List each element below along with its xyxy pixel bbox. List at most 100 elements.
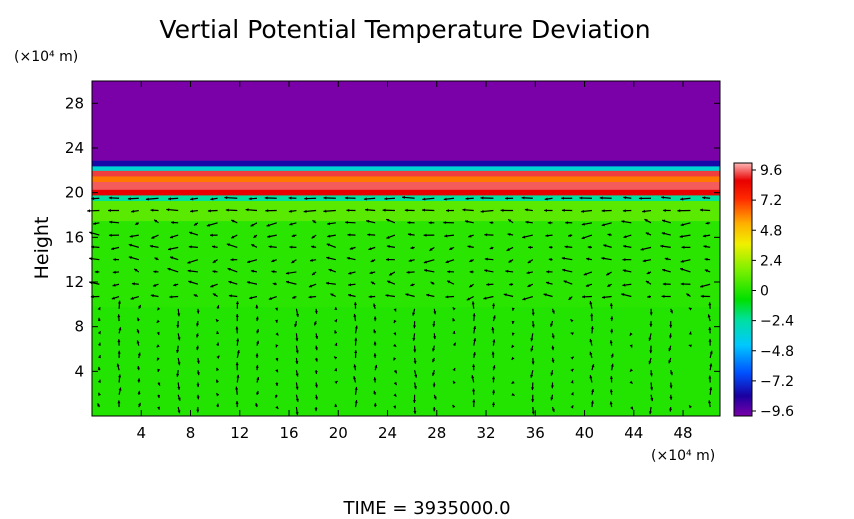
- wind-arrow-head: [531, 324, 535, 328]
- wind-arrow-head: [586, 257, 590, 261]
- wind-arrow-head: [648, 361, 652, 365]
- wind-arrow-head: [410, 283, 414, 287]
- y-unit-label: (×10⁴ m): [14, 49, 78, 65]
- wind-arrow-head: [91, 245, 95, 249]
- wind-arrow-head: [196, 372, 200, 376]
- wind-arrow-head: [430, 281, 434, 285]
- wind-arrow-head: [699, 208, 703, 212]
- wind-arrow-head: [190, 197, 194, 201]
- wind-arrow-head: [295, 398, 299, 402]
- wind-arrow-head: [216, 331, 220, 335]
- wind-arrow-head: [645, 280, 650, 284]
- wind-arrow-head: [609, 389, 613, 393]
- wind-arrow-head: [314, 396, 318, 400]
- wind-arrow-head: [504, 196, 508, 200]
- wind-arrow-head: [705, 221, 709, 225]
- wind-arrow-head: [622, 269, 626, 273]
- wind-arrow-head: [108, 196, 112, 200]
- wind-arrow-head: [548, 258, 552, 262]
- wind-arrow-head: [484, 269, 488, 273]
- wind-arrow-head: [561, 208, 565, 212]
- wind-arrow-head: [137, 317, 140, 321]
- wind-arrow-head: [433, 311, 437, 315]
- wind-arrow-head: [235, 386, 239, 390]
- wind-arrow-head: [486, 282, 490, 287]
- wind-arrow-head: [292, 295, 296, 299]
- wind-arrow-head: [117, 300, 122, 304]
- x-tick-label: 20: [329, 424, 348, 442]
- wind-arrow-head: [393, 308, 397, 312]
- wind-arrow-head: [579, 196, 583, 200]
- wind-arrow-head: [432, 348, 436, 352]
- wind-arrow-head: [236, 338, 240, 342]
- wind-arrow-head: [709, 350, 713, 354]
- wind-arrow-head: [286, 280, 290, 284]
- wind-arrow-head: [275, 405, 279, 409]
- wind-arrow-head: [507, 232, 511, 236]
- wind-arrow-head: [629, 380, 633, 384]
- wind-arrow-head: [648, 411, 652, 415]
- wind-arrow-head: [256, 340, 260, 344]
- wind-arrow-head: [177, 397, 181, 401]
- wind-arrow-head: [328, 268, 332, 272]
- wind-arrow-head: [193, 294, 197, 298]
- wind-arrow-head: [527, 284, 531, 287]
- wind-arrow-head: [649, 350, 653, 354]
- wind-arrow-head: [137, 402, 141, 407]
- wind-arrow-head: [275, 332, 279, 336]
- wind-arrow-head: [708, 375, 712, 379]
- wind-arrow-head: [323, 209, 327, 213]
- wind-arrow-head: [599, 196, 603, 200]
- wind-arrow-head: [373, 390, 377, 394]
- x-tick-label: 32: [476, 424, 495, 442]
- wind-arrow-head: [544, 197, 548, 201]
- wind-arrow-head: [550, 385, 554, 389]
- wind-arrow-head: [570, 368, 574, 373]
- wind-arrow-head: [314, 384, 318, 388]
- x-axis: 4 8 12 16 20 24 28 32 36 40 44 48: [136, 81, 693, 442]
- wind-arrow-head: [526, 271, 530, 275]
- wind-arrow-head: [188, 245, 192, 249]
- wind-arrow-head: [353, 302, 357, 305]
- wind-arrow-head: [187, 260, 191, 264]
- colorbar-tick-label: −4.8: [760, 344, 794, 360]
- wind-arrow-head: [668, 348, 672, 352]
- field-layer: [92, 81, 720, 161]
- wind-arrow-head: [489, 221, 493, 225]
- field-layer: [92, 306, 720, 417]
- wind-arrow-head: [366, 219, 370, 223]
- wind-arrow-head: [196, 310, 200, 314]
- wind-arrow-head: [327, 234, 331, 238]
- wind-arrow-head: [196, 323, 200, 327]
- wind-arrow-head: [472, 352, 476, 356]
- wind-arrow-head: [511, 332, 515, 336]
- wind-arrow-head: [708, 302, 712, 306]
- wind-arrow-head: [404, 208, 408, 212]
- wind-arrow-head: [315, 335, 319, 339]
- wind-arrow-head: [550, 323, 554, 327]
- wind-arrow-head: [452, 367, 456, 372]
- wind-arrow-head: [177, 337, 181, 341]
- wind-arrow-head: [386, 218, 390, 222]
- wind-arrow-head: [406, 270, 410, 274]
- wind-arrow-head: [308, 284, 313, 288]
- wind-arrow-head: [216, 342, 220, 346]
- wind-arrow-head: [570, 392, 574, 396]
- wind-arrow-head: [255, 316, 259, 320]
- wind-arrow-head: [303, 209, 307, 213]
- wind-arrow-head: [469, 284, 473, 288]
- wind-arrow-head: [412, 312, 416, 316]
- wind-arrow-head: [108, 233, 112, 237]
- wind-arrow-head: [570, 332, 574, 336]
- wind-arrow-head: [272, 282, 276, 286]
- wind-arrow-head: [649, 323, 653, 327]
- wind-arrow-head: [385, 294, 389, 298]
- wind-arrow-head: [131, 282, 135, 286]
- wind-arrow-head: [564, 245, 568, 249]
- colorbar-tick-label: 2.4: [760, 253, 782, 269]
- wind-arrow-head: [528, 245, 531, 249]
- wind-arrow-head: [314, 310, 318, 314]
- wind-arrow-head: [354, 350, 358, 354]
- y-axis: 4 8 12 16 20 24 28: [65, 94, 720, 380]
